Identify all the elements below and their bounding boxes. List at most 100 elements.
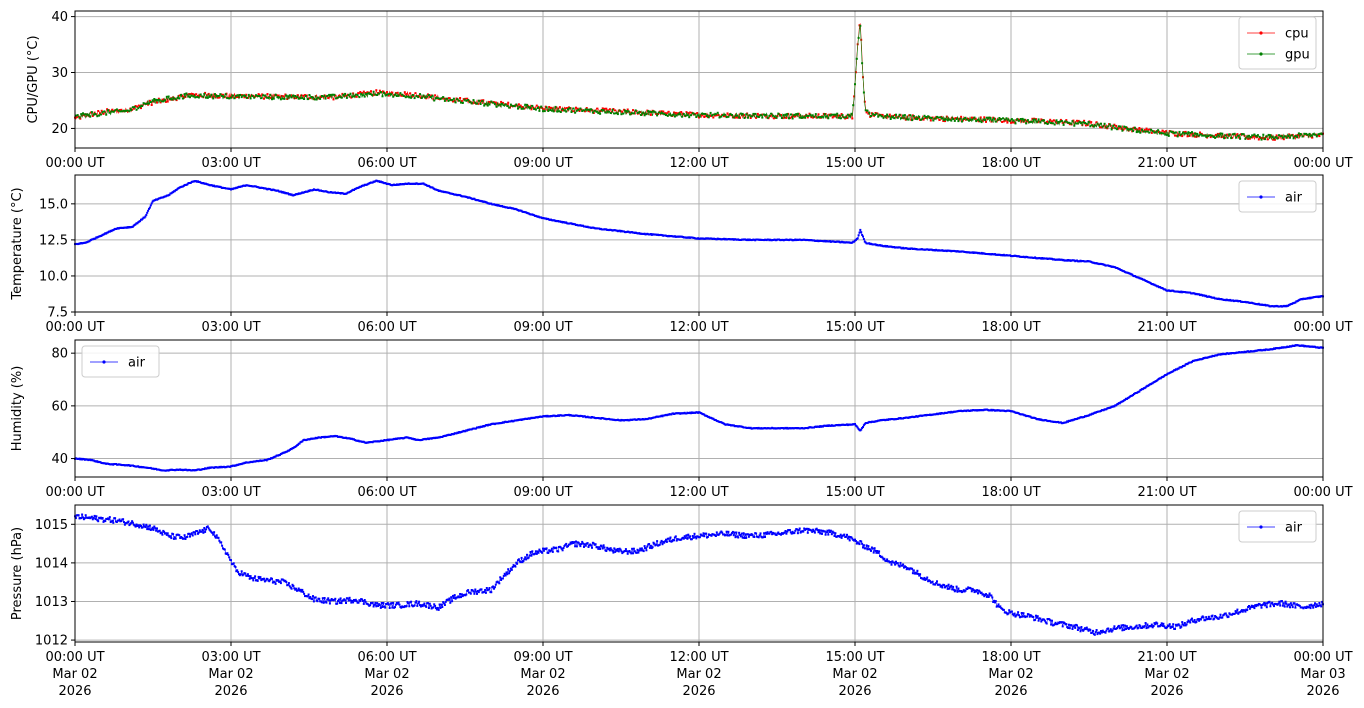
data-point-gpu	[1037, 118, 1040, 121]
data-point-gpu	[1059, 120, 1061, 123]
data-point-air	[520, 556, 523, 559]
data-point-gpu	[463, 98, 466, 101]
data-point-gpu	[934, 117, 937, 120]
data-point-air	[443, 604, 446, 606]
data-point-gpu	[394, 93, 396, 96]
data-point-gpu	[338, 95, 341, 98]
data-point-gpu	[723, 113, 726, 116]
data-point-gpu	[558, 110, 560, 113]
data-point-gpu	[937, 116, 940, 119]
data-point-air	[374, 601, 377, 604]
data-point-cpu	[1163, 130, 1166, 133]
data-point-gpu	[1212, 136, 1215, 138]
data-point-air	[561, 549, 564, 552]
data-point-gpu	[1132, 130, 1135, 132]
data-point-gpu	[581, 110, 584, 112]
data-point-air	[212, 533, 215, 536]
data-point-gpu	[688, 116, 691, 119]
data-point-cpu	[1257, 138, 1260, 141]
data-point-gpu	[1264, 138, 1267, 141]
data-point-air	[147, 209, 150, 212]
data-point-gpu	[1215, 135, 1218, 138]
data-point-gpu	[162, 100, 165, 103]
data-point-cpu	[587, 110, 590, 113]
data-point-air	[202, 531, 205, 534]
data-point-air	[510, 568, 513, 571]
data-point-gpu	[310, 96, 313, 98]
data-point-air	[130, 521, 133, 524]
data-point-gpu	[517, 107, 519, 110]
data-point-air	[526, 553, 528, 556]
data-point-air	[541, 551, 544, 554]
data-point-air	[197, 532, 199, 535]
data-point-air	[268, 580, 271, 583]
data-point-cpu	[91, 115, 94, 117]
data-point-gpu	[435, 97, 437, 100]
data-point-air	[505, 571, 508, 574]
data-point-gpu	[1076, 122, 1079, 125]
data-point-gpu	[679, 113, 682, 116]
data-point-air	[298, 442, 301, 445]
data-point-cpu	[831, 116, 834, 119]
data-point-gpu	[823, 113, 826, 116]
data-point-gpu	[996, 118, 999, 121]
data-point-cpu	[621, 111, 624, 114]
data-point-gpu	[663, 113, 666, 116]
data-point-cpu	[601, 107, 604, 110]
data-point-gpu	[292, 94, 295, 97]
data-point-gpu	[978, 120, 981, 123]
data-point-cpu	[75, 116, 78, 119]
data-point-gpu	[704, 113, 707, 115]
data-point-cpu	[136, 105, 139, 108]
data-point-air	[606, 546, 609, 549]
data-point-air	[207, 527, 210, 530]
data-point-gpu	[452, 97, 455, 100]
data-point-gpu	[611, 108, 614, 111]
data-point-gpu	[686, 114, 689, 117]
data-point-gpu	[411, 94, 414, 96]
data-point-gpu	[112, 110, 115, 113]
data-point-air	[81, 513, 84, 516]
data-point-gpu	[1092, 125, 1095, 128]
data-point-gpu	[351, 95, 354, 98]
data-point-cpu	[1001, 121, 1004, 123]
data-point-gpu	[902, 114, 905, 117]
data-point-air	[266, 578, 269, 581]
data-point-gpu	[727, 115, 730, 118]
data-point-gpu	[1305, 132, 1308, 135]
data-point-air	[601, 547, 604, 550]
data-point-cpu	[974, 117, 977, 120]
y-tick-label: 60	[51, 399, 68, 414]
data-point-gpu	[777, 112, 780, 115]
data-point-gpu	[1133, 126, 1136, 129]
data-point-air	[300, 590, 303, 593]
x-tick-label: 00:00 UT	[45, 485, 104, 500]
data-point-cpu	[148, 99, 151, 102]
data-point-gpu	[1028, 121, 1031, 124]
data-point-cpu	[132, 107, 135, 110]
data-point-air	[610, 548, 613, 551]
data-point-gpu	[1299, 133, 1302, 135]
data-point-gpu	[1025, 122, 1028, 125]
data-point-gpu	[344, 92, 347, 95]
data-point-cpu	[432, 98, 435, 101]
data-point-air	[337, 598, 340, 601]
data-point-air	[292, 584, 295, 587]
x-tick-label: 03:00 UT	[201, 320, 260, 335]
data-point-air	[509, 570, 511, 573]
data-point-gpu	[545, 106, 548, 109]
data-point-air	[608, 547, 610, 550]
data-point-air	[223, 548, 226, 551]
data-point-air	[1177, 367, 1180, 370]
data-point-gpu	[786, 113, 789, 115]
data-point-gpu	[196, 95, 199, 98]
data-point-gpu	[1010, 118, 1013, 121]
data-point-air	[139, 220, 142, 223]
data-point-air	[498, 582, 501, 585]
data-point-air	[484, 591, 487, 594]
data-point-air	[148, 528, 150, 531]
data-point-gpu	[534, 108, 537, 111]
data-point-cpu	[1215, 133, 1217, 136]
data-point-air	[492, 585, 495, 588]
data-point-gpu	[700, 112, 703, 115]
